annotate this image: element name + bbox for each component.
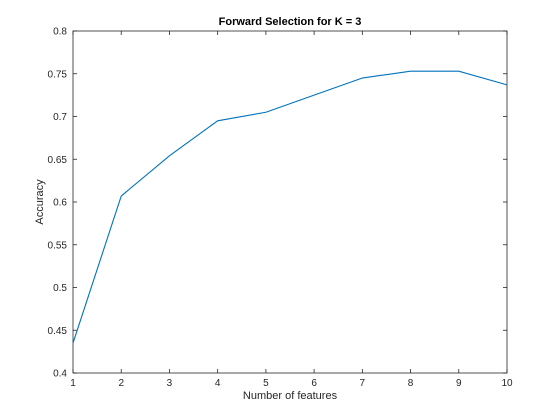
y-tick-label: 0.4 bbox=[53, 369, 67, 380]
x-tick-label: 8 bbox=[408, 378, 414, 389]
x-tick-label: 7 bbox=[360, 378, 366, 389]
x-tick-label: 1 bbox=[70, 378, 76, 389]
plot-frame bbox=[72, 30, 508, 374]
y-tick-label: 0.6 bbox=[53, 198, 67, 209]
x-axis-label: Number of features bbox=[243, 390, 338, 402]
x-tick-label: 10 bbox=[501, 378, 513, 389]
y-tick-label: 0.5 bbox=[53, 283, 67, 294]
y-tick-label: 0.65 bbox=[48, 155, 68, 166]
y-axis-label: Accuracy bbox=[34, 179, 46, 225]
y-tick-label: 0.75 bbox=[48, 69, 68, 80]
chart-title: Forward Selection for K = 3 bbox=[219, 16, 362, 28]
y-tick-label: 0.55 bbox=[48, 240, 68, 251]
x-tick-label: 5 bbox=[263, 378, 269, 389]
y-tick-label: 0.7 bbox=[53, 112, 67, 123]
y-tick-label: 0.45 bbox=[48, 326, 68, 337]
x-tick-label: 6 bbox=[311, 378, 317, 389]
y-tick-label: 0.8 bbox=[53, 27, 67, 38]
series-line bbox=[72, 70, 508, 344]
series-layer bbox=[72, 70, 508, 344]
x-tick-label: 4 bbox=[215, 378, 221, 389]
x-tick-label: 9 bbox=[456, 378, 462, 389]
x-tick-label: 3 bbox=[167, 378, 173, 389]
y-axis: 0.4 0.45 0.5 0.55 0.6 0.65 0.7 0.75 0.8 bbox=[48, 27, 507, 380]
x-tick-label: 2 bbox=[118, 378, 124, 389]
x-axis: 1 2 3 4 5 6 7 8 9 10 bbox=[70, 31, 513, 389]
